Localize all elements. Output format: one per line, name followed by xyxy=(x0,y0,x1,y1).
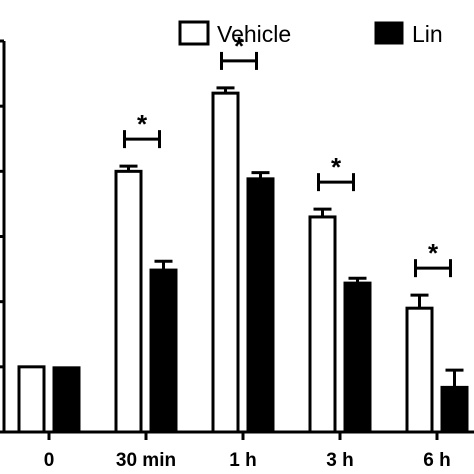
bar-lin xyxy=(343,281,372,433)
legend-label-vehicle: Vehicle xyxy=(217,21,291,47)
bar-lin xyxy=(149,268,178,433)
legend-swatch-vehicle xyxy=(178,20,210,46)
bar-vehicle xyxy=(17,365,46,434)
bar-lin xyxy=(52,366,81,433)
significance-star: * xyxy=(137,109,148,139)
bar-vehicle xyxy=(308,215,337,434)
x-tick-label: 6 h xyxy=(423,450,450,471)
x-tick-label: 3 h xyxy=(326,450,353,471)
x-tick-label: 1 h xyxy=(229,450,256,471)
bar-lin xyxy=(440,385,469,433)
bar-vehicle xyxy=(114,169,143,434)
x-tick-label: 0 xyxy=(44,450,55,471)
legend-label-lin: Lin xyxy=(412,21,443,47)
significance-layer: * * * * xyxy=(123,31,452,278)
bar-vehicle xyxy=(405,306,434,434)
legend: Vehicle Lin xyxy=(178,20,443,47)
x-tick-labels: 0 30 min 1 h 3 h 6 h xyxy=(44,432,451,471)
legend-swatch-lin xyxy=(374,21,404,45)
significance-star: * xyxy=(234,31,245,61)
bar-lin xyxy=(246,177,275,433)
significance-star: * xyxy=(331,152,342,182)
x-tick-label: 30 min xyxy=(116,450,176,471)
bars-layer xyxy=(17,86,469,434)
bar-vehicle xyxy=(211,91,240,434)
significance-star: * xyxy=(428,238,439,268)
